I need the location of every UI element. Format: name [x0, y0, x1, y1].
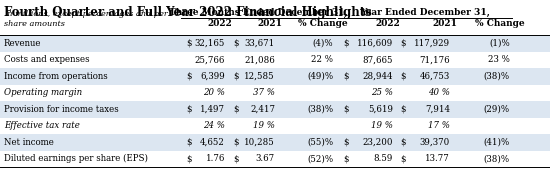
Text: $: $ [186, 154, 191, 163]
Text: $: $ [233, 39, 239, 48]
Text: $: $ [400, 105, 405, 114]
Bar [0, 35, 550, 51]
Text: 5,619: 5,619 [368, 105, 393, 114]
Text: 19 %: 19 % [253, 121, 275, 130]
Text: (41)%: (41)% [484, 138, 510, 147]
Text: 71,176: 71,176 [419, 55, 450, 64]
Text: Operating margin: Operating margin [4, 88, 82, 97]
Text: $: $ [343, 39, 349, 48]
Text: 1,497: 1,497 [200, 105, 225, 114]
Text: (29)%: (29)% [484, 105, 510, 114]
Text: 2021: 2021 [432, 19, 458, 28]
Bar [0, 134, 550, 151]
Text: 116,609: 116,609 [357, 39, 393, 48]
Text: Year Ended December 31,: Year Ended December 31, [360, 8, 490, 17]
Text: Revenue: Revenue [4, 39, 41, 48]
Text: (52)%: (52)% [307, 154, 333, 163]
Text: $: $ [343, 154, 349, 163]
Text: Provision for income taxes: Provision for income taxes [4, 105, 119, 114]
Text: 3.67: 3.67 [256, 154, 275, 163]
Text: $: $ [343, 105, 349, 114]
Text: 25,766: 25,766 [195, 55, 225, 64]
Text: $: $ [343, 138, 349, 147]
Text: 25 %: 25 % [371, 88, 393, 97]
Text: % Change: % Change [298, 19, 348, 28]
Text: Fourth Quarter and Full Year 2022 Financial Highlights: Fourth Quarter and Full Year 2022 Financ… [4, 6, 372, 19]
Text: 37 %: 37 % [253, 88, 275, 97]
Text: 8.59: 8.59 [373, 154, 393, 163]
Text: (38)%: (38)% [484, 72, 510, 81]
Text: 87,665: 87,665 [362, 55, 393, 64]
Text: (55)%: (55)% [307, 138, 333, 147]
Text: $: $ [233, 138, 239, 147]
Text: 2021: 2021 [257, 19, 283, 28]
Text: 6,399: 6,399 [200, 72, 225, 81]
Text: 1.76: 1.76 [206, 154, 225, 163]
Text: $: $ [233, 154, 239, 163]
Text: $: $ [400, 72, 405, 81]
Text: $: $ [186, 39, 191, 48]
Text: 20 %: 20 % [203, 88, 225, 97]
Text: 2,417: 2,417 [250, 105, 275, 114]
Text: 12,585: 12,585 [244, 72, 275, 81]
Text: $: $ [400, 154, 405, 163]
Text: 21,086: 21,086 [244, 55, 275, 64]
Text: $: $ [233, 105, 239, 114]
Bar [0, 101, 550, 117]
Text: $: $ [343, 72, 349, 81]
Text: (49)%: (49)% [307, 72, 333, 81]
Text: $: $ [186, 72, 191, 81]
Text: 28,944: 28,944 [362, 72, 393, 81]
Text: Net income: Net income [4, 138, 54, 147]
Text: 19 %: 19 % [371, 121, 393, 130]
Bar [0, 68, 550, 85]
Text: 33,671: 33,671 [245, 39, 275, 48]
Text: $: $ [233, 72, 239, 81]
Text: 22 %: 22 % [311, 55, 333, 64]
Text: 46,753: 46,753 [420, 72, 450, 81]
Text: % Change: % Change [475, 19, 525, 28]
Text: 23,200: 23,200 [362, 138, 393, 147]
Text: (38)%: (38)% [484, 154, 510, 163]
Text: 23 %: 23 % [488, 55, 510, 64]
Text: 117,929: 117,929 [414, 39, 450, 48]
Text: 17 %: 17 % [428, 121, 450, 130]
Text: (1)%: (1)% [490, 39, 510, 48]
Text: In millions, except percentages and per
share amounts: In millions, except percentages and per … [4, 10, 168, 28]
Text: 13.77: 13.77 [425, 154, 450, 163]
Text: Costs and expenses: Costs and expenses [4, 55, 90, 64]
Text: 40 %: 40 % [428, 88, 450, 97]
Text: 7,914: 7,914 [425, 105, 450, 114]
Text: $: $ [400, 138, 405, 147]
Text: 2022: 2022 [207, 19, 233, 28]
Text: 32,165: 32,165 [195, 39, 225, 48]
Text: (4)%: (4)% [312, 39, 333, 48]
Text: 4,652: 4,652 [200, 138, 225, 147]
Text: Diluted earnings per share (EPS): Diluted earnings per share (EPS) [4, 154, 148, 163]
Text: $: $ [186, 105, 191, 114]
Text: Income from operations: Income from operations [4, 72, 108, 81]
Text: 39,370: 39,370 [420, 138, 450, 147]
Text: 2022: 2022 [376, 19, 400, 28]
Text: (38)%: (38)% [307, 105, 333, 114]
Text: $: $ [186, 138, 191, 147]
Text: Three Months Ended December 31,: Three Months Ended December 31, [169, 8, 348, 17]
Text: $: $ [400, 39, 405, 48]
Text: 10,285: 10,285 [244, 138, 275, 147]
Text: Effective tax rate: Effective tax rate [4, 121, 80, 130]
Text: 24 %: 24 % [203, 121, 225, 130]
